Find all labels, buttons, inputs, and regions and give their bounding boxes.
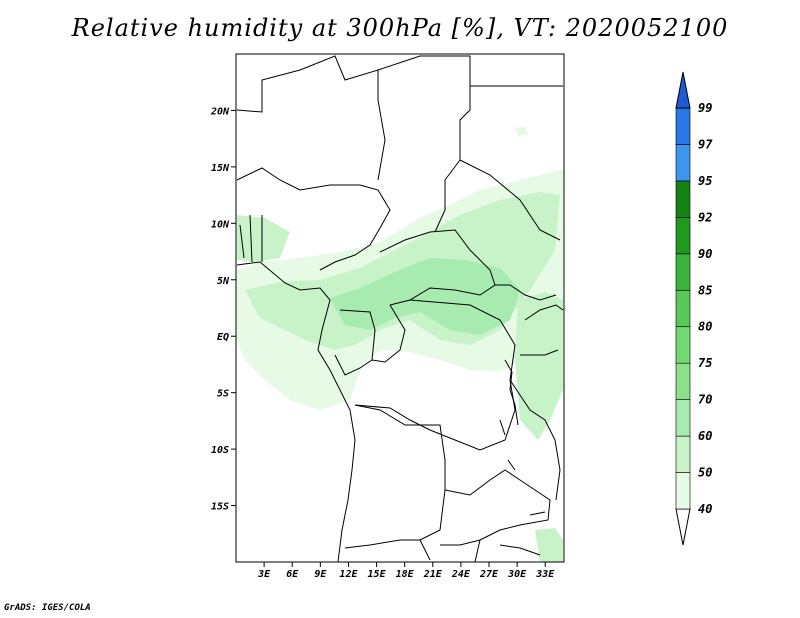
border-drc <box>354 299 516 451</box>
lat-tick-label: EQ <box>217 332 229 343</box>
lon-tick-label: 30E <box>507 569 527 580</box>
borders <box>236 55 564 563</box>
colorbar-under-triangle <box>675 508 691 546</box>
lon-tick-label: 15E <box>368 569 387 580</box>
lon-tick-label: 18E <box>396 569 415 580</box>
colorbar-level-label: 97 <box>698 137 713 151</box>
humidity-region-southeast <box>535 528 563 562</box>
humidity-region-strong <box>330 258 520 335</box>
colorbar-segment <box>675 399 691 437</box>
colorbar: 40 50 60 70 75 80 85 90 92 95 97 99 <box>675 71 713 546</box>
longitude-axis: 3E 6E 9E 12E 15E 18E 21E 24E 27E 30E 33E <box>257 562 555 580</box>
border-north-2 <box>236 167 391 271</box>
humidity-region-east <box>515 292 563 440</box>
colorbar-segment <box>675 472 691 510</box>
lon-tick-label: 33E <box>535 569 555 580</box>
border-sudan <box>459 85 563 241</box>
colorbar-segment <box>675 180 691 218</box>
lon-tick-label: 12E <box>339 569 358 580</box>
colorbar-level-label: 40 <box>698 502 712 516</box>
lon-tick-label: 24E <box>451 569 471 580</box>
border-south-sudan <box>495 284 557 301</box>
colorbar-segment <box>675 435 691 473</box>
colorbar-level-label: 99 <box>698 101 712 115</box>
border-zambia <box>440 469 551 546</box>
humidity-region-west-coast <box>237 215 290 262</box>
lon-tick-label: 6E <box>286 569 299 580</box>
grads-credit: GrADS: IGES/COLA <box>4 603 91 613</box>
colorbar-level-label: 80 <box>698 320 712 334</box>
colorbar-level-label: 85 <box>698 283 712 297</box>
colorbar-segment <box>675 362 691 400</box>
colorbar-segment <box>675 326 691 364</box>
colorbar-segment <box>675 217 691 255</box>
colorbar-level-label: 95 <box>698 174 712 188</box>
border-east <box>509 304 564 501</box>
colorbar-level-label: 60 <box>698 429 712 443</box>
lat-tick-label: 5N <box>217 276 230 287</box>
colorbar-segment <box>675 144 691 182</box>
map-frame <box>235 53 565 563</box>
latitude-axis: 20N 15N 10N 5N EQ 5S 10S 15S <box>210 106 236 513</box>
humidity-region-northeast-pale <box>515 126 528 136</box>
colorbar-segment <box>675 107 691 145</box>
border-angola <box>344 404 446 549</box>
colorbar-segment <box>675 289 691 328</box>
colorbar-level-label: 70 <box>698 393 712 407</box>
border-lakes <box>499 359 546 516</box>
chart-title: Relative humidity at 300hPa [%], VT: 202… <box>71 14 729 42</box>
border-north-1 <box>236 55 386 181</box>
border-south <box>419 539 541 563</box>
colorbar-level-label: 75 <box>698 356 712 370</box>
colorbar-over-triangle <box>675 71 691 109</box>
lon-tick-label: 9E <box>314 569 327 580</box>
lat-tick-label: 20N <box>210 106 230 117</box>
coastline-west <box>236 261 356 563</box>
colorbar-segment <box>675 253 691 291</box>
border-chad <box>377 55 471 233</box>
lon-tick-label: 27E <box>479 569 499 580</box>
border-car <box>379 229 496 306</box>
lat-tick-label: 5S <box>217 389 229 400</box>
lon-tick-label: 3E <box>257 569 271 580</box>
lat-tick-label: 10S <box>211 445 229 456</box>
lon-tick-label: 21E <box>423 569 443 580</box>
colorbar-level-label: 90 <box>698 247 712 261</box>
lat-tick-label: 15N <box>211 163 230 174</box>
border-west-small <box>239 214 263 263</box>
colorbar-level-label: 92 <box>698 210 712 224</box>
colorbar-level-label: 50 <box>698 466 712 480</box>
lat-tick-label: 15S <box>211 502 229 513</box>
lat-tick-label: 10N <box>211 219 230 230</box>
